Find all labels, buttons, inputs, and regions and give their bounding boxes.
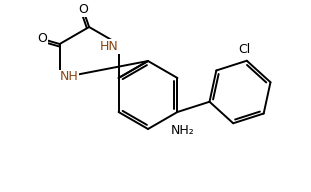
Text: NH: NH (59, 70, 78, 84)
Text: O: O (78, 3, 88, 17)
Text: HN: HN (100, 40, 119, 52)
Text: O: O (37, 31, 47, 45)
Text: Cl: Cl (239, 43, 251, 56)
Text: NH₂: NH₂ (170, 123, 194, 137)
